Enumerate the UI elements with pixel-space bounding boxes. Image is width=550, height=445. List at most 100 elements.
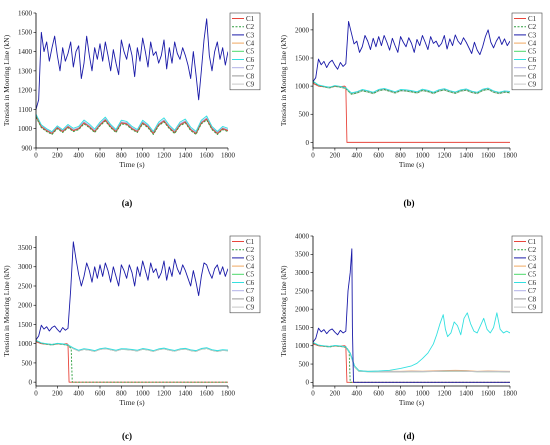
x-tick-label: 0 [311,152,315,160]
y-tick-label: 1000 [295,83,310,91]
y-tick-label: 1500 [295,324,310,332]
x-tick-label: 1400 [459,152,474,160]
legend-label-c2: C2 [528,246,537,254]
x-tick-label: 800 [116,390,127,398]
legend-label-c7: C7 [528,287,537,295]
y-tick-label: 3000 [18,263,33,271]
y-tick-label: 2500 [18,282,33,290]
y-tick-label: 1600 [18,9,33,17]
legend-label-c8: C8 [528,295,537,303]
x-tick-label: 1400 [459,390,474,398]
x-tick-label: 1800 [503,390,518,398]
legend-label-c6: C6 [528,56,537,64]
y-tick-label: 1000 [295,342,310,350]
x-tick-label: 600 [95,390,106,398]
series-line-c3 [36,18,228,110]
series-group [313,248,510,383]
legend-label-c9: C9 [246,81,255,89]
x-tick-label: 600 [373,152,384,160]
legend-label-c4: C4 [246,40,255,48]
x-tick-label: 400 [73,152,84,160]
series-line-c9 [313,342,510,373]
x-tick-label: 200 [52,390,63,398]
legend-label-c1: C1 [246,15,255,23]
chart-panel-4: 0 200 400 600 800 1000 1200 1400 1600 1800 0 500 100… [279,232,543,441]
series-line-c6 [313,80,510,94]
legend-label-c9: C9 [528,81,537,89]
chart-panel-2: 0 200 400 600 800 1000 1200 1400 1600 1800 0 500 100… [279,12,543,208]
legend-label-c2: C2 [528,23,537,31]
legend-label-c3: C3 [246,31,255,39]
x-tick-label: 1800 [503,152,518,160]
y-tick-label: 1300 [18,67,33,75]
legend-label-c5: C5 [528,271,537,279]
x-tick-label: 1600 [200,152,215,160]
y-tick-label: 1400 [18,48,33,56]
series-line-c2 [313,81,510,95]
series-line-c2 [313,342,510,383]
series-line-c6 [36,339,228,352]
y-tick-label: 1100 [18,106,32,114]
x-tick-label: 400 [352,390,363,398]
x-tick-label: 1200 [437,390,452,398]
panel-label: (c) [122,431,132,441]
x-tick-label: 0 [34,390,38,398]
series-group [313,20,510,143]
series-line-c3 [313,248,510,383]
x-tick-label: 1800 [221,152,236,160]
y-tick-label: 500 [22,359,33,367]
y-tick-label: 0 [306,139,310,147]
legend-label-c3: C3 [528,254,537,262]
legend-label-c4: C4 [528,263,537,271]
x-tick-label: 200 [330,152,341,160]
x-tick-label: 800 [395,390,406,398]
legend-label-c7: C7 [246,287,255,295]
series-line-c1 [36,341,228,383]
y-axis-label: Tension in Mooring Line (kN) [279,34,288,126]
y-tick-label: 500 [299,360,310,368]
y-tick-label: 1000 [18,125,33,133]
legend-label-c2: C2 [246,23,255,31]
legend-label-c1: C1 [528,15,537,23]
y-tick-label: 1500 [18,29,33,37]
x-tick-label: 1400 [178,390,193,398]
series-group [36,241,228,383]
x-tick-label: 400 [73,390,84,398]
x-tick-label: 200 [330,390,341,398]
legend-label-c5: C5 [528,48,537,56]
y-tick-label: 1500 [295,54,310,62]
series-line-c1 [313,343,510,383]
x-tick-label: 600 [95,152,106,160]
y-tick-label: 500 [299,111,310,119]
y-tick-label: 4000 [295,232,310,240]
y-tick-label: 2000 [295,306,310,314]
x-tick-label: 1000 [136,152,151,160]
x-tick-label: 1600 [481,152,496,160]
legend-label-c1: C1 [246,238,255,246]
x-axis-label: Time (s) [119,160,145,169]
series-line-c6 [36,114,228,133]
x-tick-label: 1200 [157,152,172,160]
x-tick-label: 400 [352,152,363,160]
legend-label-c3: C3 [528,31,537,39]
x-tick-label: 800 [395,152,406,160]
chart-panel-1: 0 200 400 600 800 1000 1200 1400 1600 1800 900 1000… [2,9,261,208]
legend-label-c5: C5 [246,48,255,56]
legend-label-c2: C2 [246,246,255,254]
y-tick-label: 3500 [18,244,33,252]
series-line-c3 [313,20,510,82]
legend-label-c6: C6 [528,279,537,287]
y-tick-label: 3500 [295,251,310,259]
series-line-c2 [36,340,228,383]
x-tick-label: 1200 [437,152,452,160]
x-tick-label: 1400 [178,152,193,160]
legend-label-c8: C8 [246,72,255,80]
legend-label-c6: C6 [246,56,255,64]
legend-label-c4: C4 [528,40,537,48]
legend-label-c9: C9 [246,304,255,312]
legend-label-c8: C8 [246,295,255,303]
